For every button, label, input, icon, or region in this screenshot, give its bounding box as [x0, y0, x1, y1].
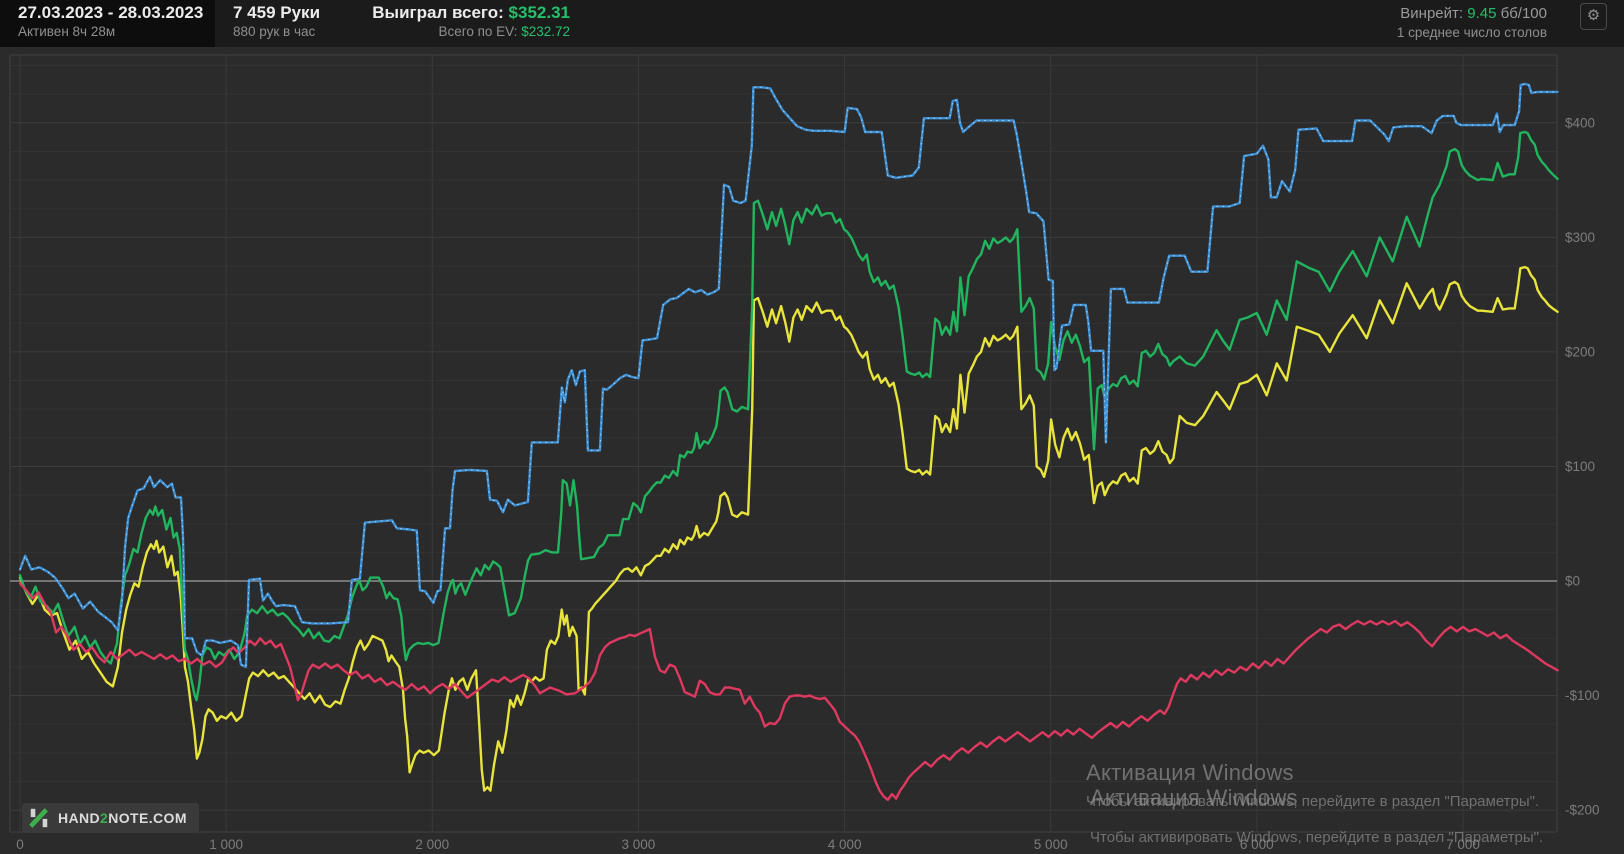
- y-axis-label: $200: [1565, 344, 1595, 359]
- stats-header: 27.03.2023 - 28.03.2023 Активен 8ч 28м 7…: [0, 0, 1624, 47]
- winrate-units: бб/100: [1500, 5, 1547, 22]
- won-total-line: Выиграл всего: $352.31: [372, 4, 570, 21]
- ev-value: $232.72: [521, 24, 570, 39]
- hands-per-hour: 880 рук в час: [233, 24, 316, 39]
- y-axis-label: $100: [1565, 459, 1595, 474]
- x-axis-label: 6 000: [1240, 837, 1274, 852]
- hand2note-logo-text: HAND2NOTE.COM: [58, 810, 187, 826]
- x-axis-label: 5 000: [1034, 837, 1068, 852]
- y-axis-label: -$100: [1565, 688, 1600, 703]
- hands-column: 7 459 Руки 880 рук в час: [233, 0, 320, 47]
- series-ev-line: [18, 265, 1559, 792]
- date-range: 27.03.2023 - 28.03.2023: [18, 3, 204, 22]
- hand2note-icon: [29, 808, 48, 828]
- date-column: 27.03.2023 - 28.03.2023 Активен 8ч 28м: [18, 0, 203, 47]
- x-axis-label: 2 000: [415, 837, 449, 852]
- logo-text-post: NOTE.COM: [108, 810, 187, 826]
- y-axis-label: $300: [1565, 230, 1595, 245]
- gear-icon: ⚙: [1586, 7, 1601, 24]
- series-showdown-line: [18, 82, 1559, 669]
- hand2note-logo[interactable]: HAND2NOTE.COM: [22, 803, 199, 833]
- y-axis-label: $400: [1565, 115, 1595, 130]
- avg-tables: 1 среднее число столов: [1396, 25, 1547, 40]
- winrate-label: Винрейт:: [1400, 5, 1464, 22]
- active-time: Активен 8ч 28м: [18, 24, 116, 39]
- hands-total: 7 459 Руки: [233, 3, 321, 22]
- ev-label: Всего по EV:: [438, 24, 518, 39]
- winnings-column: Выиграл всего: $352.31 Всего по EV: $232…: [372, 0, 570, 47]
- winrate-line: Винрейт: 9.45 бб/100: [1397, 5, 1547, 22]
- settings-button[interactable]: ⚙: [1580, 3, 1607, 30]
- x-axis-label: 7 000: [1446, 837, 1480, 852]
- chart-background: [0, 47, 1624, 854]
- winnings-chart: $400 $300 $200 $100 $0 -$100 -$200 0 1 000 2 000 3…: [0, 47, 1624, 854]
- x-axis-label: 1 000: [209, 837, 243, 852]
- won-label: Выиграл всего:: [372, 3, 504, 22]
- series-won-line: [18, 130, 1559, 702]
- chart-area: $400 $300 $200 $100 $0 -$100 -$200 0 1 000 2 000 3…: [0, 47, 1624, 854]
- y-axis-label: -$200: [1565, 803, 1600, 818]
- series-non_showdown-line: [18, 582, 1559, 801]
- logo-text-digit: 2: [100, 810, 109, 826]
- x-axis-label: 0: [16, 837, 24, 852]
- y-axis-label: $0: [1565, 574, 1580, 589]
- winrate-value: 9.45: [1467, 5, 1497, 22]
- ev-total-line: Всего по EV: $232.72: [372, 25, 570, 39]
- winrate-column: Винрейт: 9.45 бб/100 1 среднее число сто…: [1397, 0, 1547, 47]
- logo-text-pre: HAND: [58, 810, 101, 826]
- x-axis-label: 3 000: [622, 837, 656, 852]
- date-panel-background: [0, 0, 215, 47]
- won-value: $352.31: [508, 3, 570, 22]
- x-axis-label: 4 000: [828, 837, 862, 852]
